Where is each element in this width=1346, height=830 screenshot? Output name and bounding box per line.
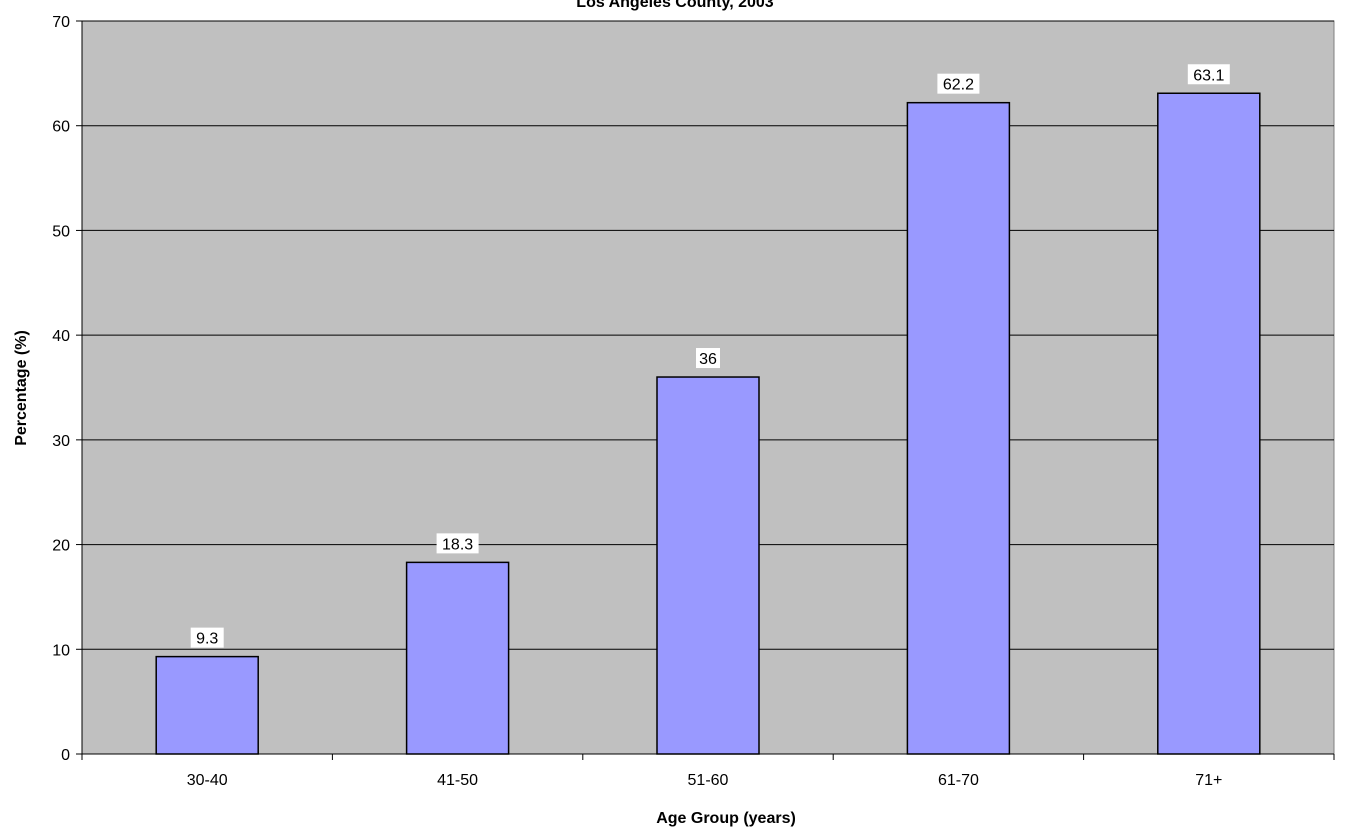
data-label: 36 (699, 351, 717, 368)
x-tick-label: 41-50 (437, 772, 478, 789)
x-tick-label: 30-40 (187, 772, 228, 789)
bar-41-50 (405, 561, 510, 755)
x-tick-label: 61-70 (938, 772, 979, 789)
x-axis: 30-40 41-50 51-60 61-70 71+ (81, 753, 1335, 789)
y-tick-label: 30 (52, 433, 70, 450)
y-tick-label: 20 (52, 538, 70, 555)
bar-61-70 (906, 101, 1011, 755)
y-tick-label: 10 (52, 642, 70, 659)
y-tick-label: 50 (52, 223, 70, 240)
data-label: 62.2 (943, 77, 974, 94)
x-axis-title: Age Group (years) (656, 810, 796, 827)
bar-30-40 (155, 655, 259, 755)
y-axis-title: Percentage (%) (13, 330, 30, 446)
x-tick-label: 71+ (1195, 772, 1222, 789)
gridlines (82, 20, 1334, 650)
x-tick-label: 51-60 (688, 772, 729, 789)
y-axis: 0 10 20 30 40 50 60 70 (52, 14, 83, 764)
y-tick-label: 60 (52, 119, 70, 136)
bar-51-60 (656, 376, 760, 755)
data-label: 9.3 (196, 631, 218, 648)
y-tick-label: 40 (52, 328, 70, 345)
bar-71+ (1157, 92, 1261, 755)
data-label: 63.1 (1193, 67, 1224, 84)
data-label-background (937, 73, 980, 94)
data-label-background (696, 348, 720, 369)
data-label-background (1187, 64, 1230, 85)
bars (155, 92, 1261, 755)
data-label: 18.3 (442, 536, 473, 553)
y-tick-label: 70 (52, 14, 70, 31)
y-tick-label: 0 (61, 747, 70, 764)
data-labels: 9.3 18.3 36 62.2 63.1 (190, 64, 1230, 648)
chart-title: Los Angeles County, 2003 (576, 0, 773, 11)
data-label-background (190, 627, 224, 648)
data-label-background (436, 533, 479, 554)
